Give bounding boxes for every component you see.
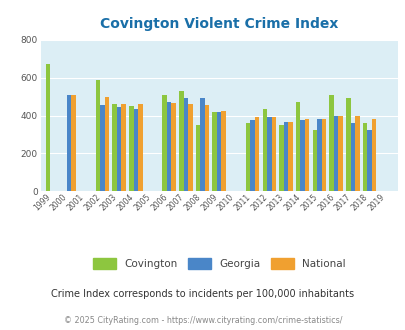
Bar	[254, 117, 259, 191]
Bar	[188, 104, 192, 191]
Bar	[179, 91, 183, 191]
Bar	[71, 95, 76, 191]
Bar	[262, 110, 266, 191]
Legend: Covington, Georgia, National: Covington, Georgia, National	[89, 254, 349, 274]
Bar	[304, 119, 309, 191]
Bar	[371, 119, 375, 191]
Bar	[129, 106, 133, 191]
Bar	[328, 95, 333, 191]
Bar	[266, 117, 271, 191]
Bar	[112, 104, 117, 191]
Bar	[271, 117, 275, 191]
Bar	[362, 123, 367, 191]
Bar	[295, 102, 300, 191]
Bar	[204, 105, 209, 191]
Bar	[138, 104, 142, 191]
Bar	[279, 125, 283, 191]
Bar	[212, 112, 216, 191]
Bar	[121, 104, 126, 191]
Bar	[104, 97, 109, 191]
Bar	[183, 98, 188, 191]
Bar	[345, 98, 350, 191]
Bar	[162, 95, 166, 191]
Bar	[133, 109, 138, 191]
Bar	[333, 116, 337, 191]
Bar	[350, 123, 354, 191]
Bar	[166, 102, 171, 191]
Bar	[245, 123, 250, 191]
Bar	[250, 120, 254, 191]
Bar	[100, 105, 104, 191]
Text: © 2025 CityRating.com - https://www.cityrating.com/crime-statistics/: © 2025 CityRating.com - https://www.city…	[64, 315, 341, 325]
Bar	[66, 95, 71, 191]
Bar	[117, 107, 121, 191]
Bar	[200, 98, 204, 191]
Bar	[367, 130, 371, 191]
Bar	[45, 64, 50, 191]
Bar	[354, 115, 359, 191]
Text: Crime Index corresponds to incidents per 100,000 inhabitants: Crime Index corresponds to incidents per…	[51, 289, 354, 299]
Bar	[288, 122, 292, 191]
Title: Covington Violent Crime Index: Covington Violent Crime Index	[100, 17, 338, 31]
Bar	[316, 119, 321, 191]
Bar	[300, 120, 304, 191]
Bar	[312, 130, 316, 191]
Bar	[195, 125, 200, 191]
Bar	[171, 103, 175, 191]
Bar	[283, 121, 288, 191]
Bar	[321, 119, 325, 191]
Bar	[95, 81, 100, 191]
Bar	[216, 112, 221, 191]
Bar	[221, 111, 226, 191]
Bar	[337, 115, 342, 191]
